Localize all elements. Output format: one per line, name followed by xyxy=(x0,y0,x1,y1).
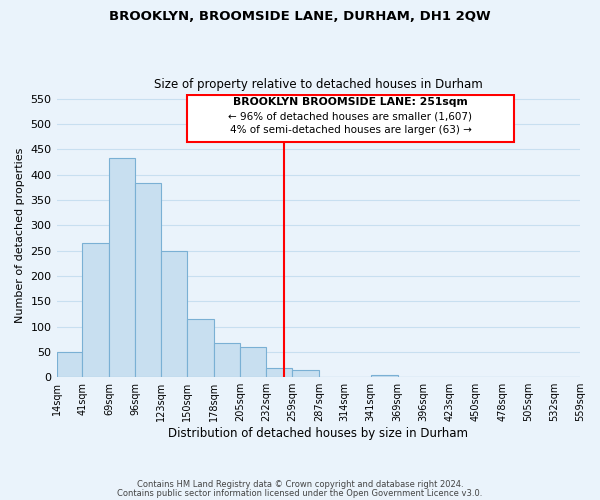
Text: ← 96% of detached houses are smaller (1,607): ← 96% of detached houses are smaller (1,… xyxy=(229,111,472,121)
Bar xyxy=(266,368,292,377)
Bar xyxy=(292,370,319,377)
Bar xyxy=(136,183,161,377)
Text: BROOKLYN, BROOMSIDE LANE, DURHAM, DH1 2QW: BROOKLYN, BROOMSIDE LANE, DURHAM, DH1 2Q… xyxy=(109,10,491,23)
Text: 4% of semi-detached houses are larger (63) →: 4% of semi-detached houses are larger (6… xyxy=(230,124,472,134)
Bar xyxy=(187,94,514,142)
Bar xyxy=(187,319,214,377)
Bar xyxy=(214,343,240,377)
Bar xyxy=(82,243,109,377)
Text: Contains public sector information licensed under the Open Government Licence v3: Contains public sector information licen… xyxy=(118,488,482,498)
Bar xyxy=(56,352,82,377)
Bar xyxy=(371,374,398,377)
Bar xyxy=(161,250,187,377)
Bar xyxy=(109,158,136,377)
X-axis label: Distribution of detached houses by size in Durham: Distribution of detached houses by size … xyxy=(168,427,468,440)
Text: BROOKLYN BROOMSIDE LANE: 251sqm: BROOKLYN BROOMSIDE LANE: 251sqm xyxy=(233,97,468,107)
Bar xyxy=(240,347,266,377)
Y-axis label: Number of detached properties: Number of detached properties xyxy=(15,148,25,323)
Title: Size of property relative to detached houses in Durham: Size of property relative to detached ho… xyxy=(154,78,482,91)
Text: Contains HM Land Registry data © Crown copyright and database right 2024.: Contains HM Land Registry data © Crown c… xyxy=(137,480,463,489)
